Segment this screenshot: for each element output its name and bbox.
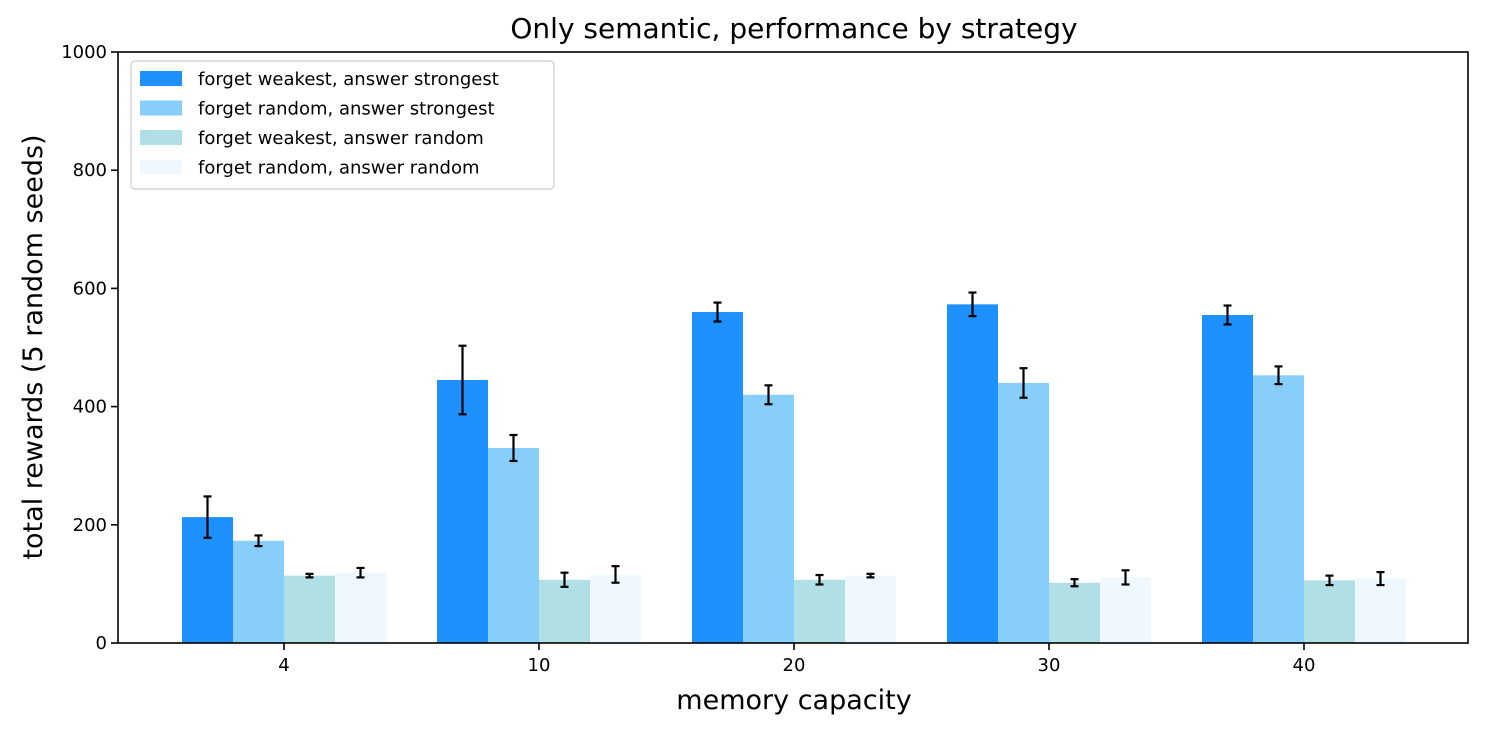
legend-swatch: [140, 130, 182, 145]
bar: [437, 380, 488, 643]
x-axis-ticks: 4 10 20 30 40: [278, 643, 1315, 676]
x-axis-label: memory capacity: [676, 685, 911, 716]
legend-swatch: [140, 159, 182, 175]
y-tick-label: 200: [73, 515, 107, 536]
y-axis-label: total rewards (5 random seeds): [18, 134, 49, 559]
legend-swatch: [140, 100, 182, 116]
bar: [1100, 577, 1151, 643]
y-tick-label: 1000: [61, 42, 107, 63]
bar: [590, 574, 641, 643]
bar: [233, 540, 284, 643]
axes-layer: [117, 51, 1469, 644]
bar: [998, 382, 1049, 643]
x-tick-label: 20: [783, 655, 806, 676]
y-tick-label: 0: [96, 633, 107, 654]
bar: [794, 579, 845, 643]
bar: [692, 312, 743, 643]
x-tick-label: 10: [528, 655, 551, 676]
legend-swatch: [140, 71, 182, 86]
y-axis-ticks: 0 200 400 600 800 1000: [61, 42, 118, 654]
bar: [1049, 582, 1100, 643]
bar: [539, 579, 590, 643]
legend-label: forget random, answer strongest: [198, 99, 495, 120]
x-tick-label: 4: [278, 655, 289, 676]
plot-frame: [117, 51, 1469, 644]
x-tick-label: 40: [1293, 655, 1316, 676]
bar: [743, 394, 794, 643]
bar: [1202, 314, 1253, 643]
bar: [284, 575, 335, 643]
bar: [1304, 580, 1355, 643]
y-tick-label: 400: [73, 397, 107, 418]
y-tick-label: 800: [73, 160, 107, 181]
bar: [335, 572, 386, 643]
chart-title: Only semantic, performance by strategy: [510, 12, 1077, 45]
bar: [1355, 578, 1406, 643]
bar: [947, 304, 998, 643]
legend-label: forget random, answer random: [198, 158, 480, 179]
legend-label: forget weakest, answer strongest: [198, 69, 499, 90]
y-tick-label: 600: [73, 278, 107, 299]
legend: forget weakest, answer strongest forget r…: [130, 60, 555, 190]
bar: [1253, 375, 1304, 643]
legend-label: forget weakest, answer random: [198, 128, 484, 149]
x-tick-label: 30: [1038, 655, 1061, 676]
legend-frame: [130, 60, 555, 190]
bars-layer: [182, 304, 1406, 643]
bar: [845, 575, 896, 643]
error-bars-layer: [203, 291, 1385, 588]
bar: [488, 447, 539, 643]
